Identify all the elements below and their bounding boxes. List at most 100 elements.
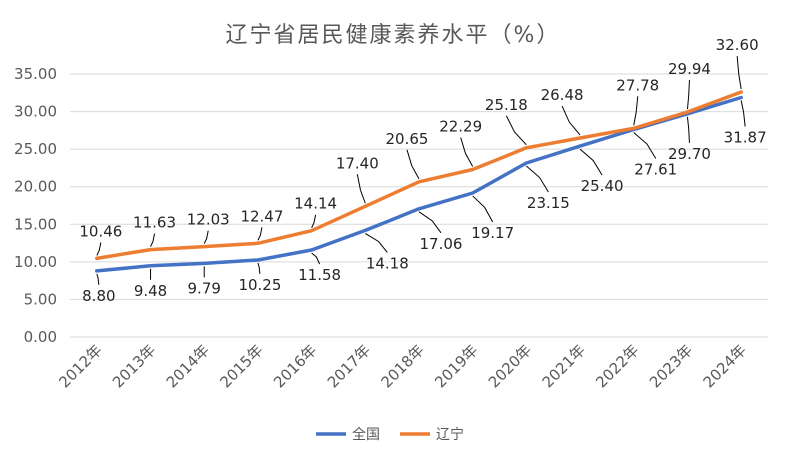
x-tick-label: 2022年 [592,341,642,391]
data-label: 25.18 [485,96,528,114]
data-point [149,264,153,268]
label-leader-line [406,149,420,180]
data-label: 20.65 [386,130,429,148]
y-tick-label: 25.00 [14,140,57,158]
data-label: 10.25 [238,276,281,294]
data-label: 9.48 [134,282,167,300]
x-tick-label: 2015年 [216,341,266,391]
label-leader-line [633,132,657,159]
label-leader-line [561,105,581,136]
data-label: 12.47 [240,207,283,225]
data-label-layer: 8.80 9.48 9.79 10.25 11.58 14.18 17.06 19.17 23.… [79,36,766,305]
label-leader-line [311,252,321,265]
x-tick-label: 2018年 [377,341,427,391]
data-point [685,110,689,114]
data-point [202,261,206,265]
legend-label: 辽宁 [436,426,464,443]
axis-layer: 0.00 5.00 10.00 15.00 20.00 25.00 30.00 35.00 20… [14,65,750,391]
label-leader-line [96,273,100,285]
label-leader-line [356,174,366,204]
label-leader-line [579,148,603,176]
y-tick-label: 35.00 [14,65,57,83]
data-point [95,256,99,260]
data-label: 14.14 [294,195,337,213]
label-leader-line [686,116,690,143]
label-leader-line [633,96,639,126]
data-label: 8.80 [82,287,115,305]
data-label: 14.18 [366,254,409,272]
data-point [524,146,528,150]
chart-title: 辽宁省居民健康素养水平（%） [226,23,561,48]
data-point [310,229,314,233]
y-tick-label: 15.00 [14,215,57,233]
data-label: 10.46 [79,222,122,240]
label-leader-line [96,242,102,256]
data-point [202,245,206,249]
x-tick-label: 2020年 [485,341,535,391]
data-point [256,258,260,262]
x-tick-label: 2012年 [55,341,105,391]
data-point [363,228,367,232]
x-tick-label: 2021年 [539,341,589,391]
y-tick-label: 5.00 [24,290,57,308]
data-point [632,126,636,130]
data-point [471,168,475,172]
label-leader-line [736,55,742,90]
data-point [149,248,153,252]
legend-label: 全国 [352,426,380,443]
y-tick-label: 30.00 [14,103,57,121]
data-label: 11.63 [133,214,176,232]
data-label: 31.87 [724,129,767,147]
y-tick-label: 10.00 [14,253,57,271]
label-leader-line [203,230,209,244]
data-label: 32.60 [716,36,759,54]
data-point [524,161,528,165]
data-point [578,136,582,140]
label-leader-line [365,233,388,253]
data-label: 11.58 [298,266,341,284]
y-tick-label: 20.00 [14,178,57,196]
label-leader-line [150,233,156,247]
label-leader-line [460,137,474,167]
x-tick-label: 2016年 [270,341,320,391]
y-tick-label: 0.00 [24,328,57,346]
data-label: 29.94 [668,60,711,78]
data-point [310,248,314,252]
data-label: 22.29 [439,118,482,136]
x-tick-label: 2014年 [163,341,213,391]
x-tick-label: 2024年 [700,341,750,391]
data-label: 27.78 [616,76,659,94]
data-label: 23.15 [527,194,570,212]
label-leader-line [526,165,549,193]
label-leader-line [311,214,317,228]
data-label: 12.03 [187,211,230,229]
grid-layer [70,73,768,338]
data-label: 19.17 [471,224,514,242]
data-point [578,144,582,148]
label-leader-line [505,115,527,146]
data-point [471,191,475,195]
data-label: 17.40 [336,154,379,172]
data-point [417,207,421,211]
label-leader-line [257,262,261,275]
data-label: 9.79 [188,279,221,297]
data-label: 27.61 [634,161,677,179]
x-tick-label: 2023年 [646,341,696,391]
x-tick-label: 2013年 [109,341,159,391]
data-label: 26.48 [541,86,584,104]
data-point [417,180,421,184]
series-layer [95,90,743,273]
label-leader-line [686,79,690,110]
data-point [256,241,260,245]
data-label: 17.06 [420,235,463,253]
label-leader-line [418,211,442,234]
legend: 全国 辽宁 [316,426,464,443]
x-tick-label: 2019年 [431,341,481,391]
x-tick-label: 2017年 [324,341,374,391]
label-leader-line [257,227,263,241]
label-leader-line [472,195,494,223]
data-point [363,204,367,208]
data-label: 29.70 [668,145,711,163]
